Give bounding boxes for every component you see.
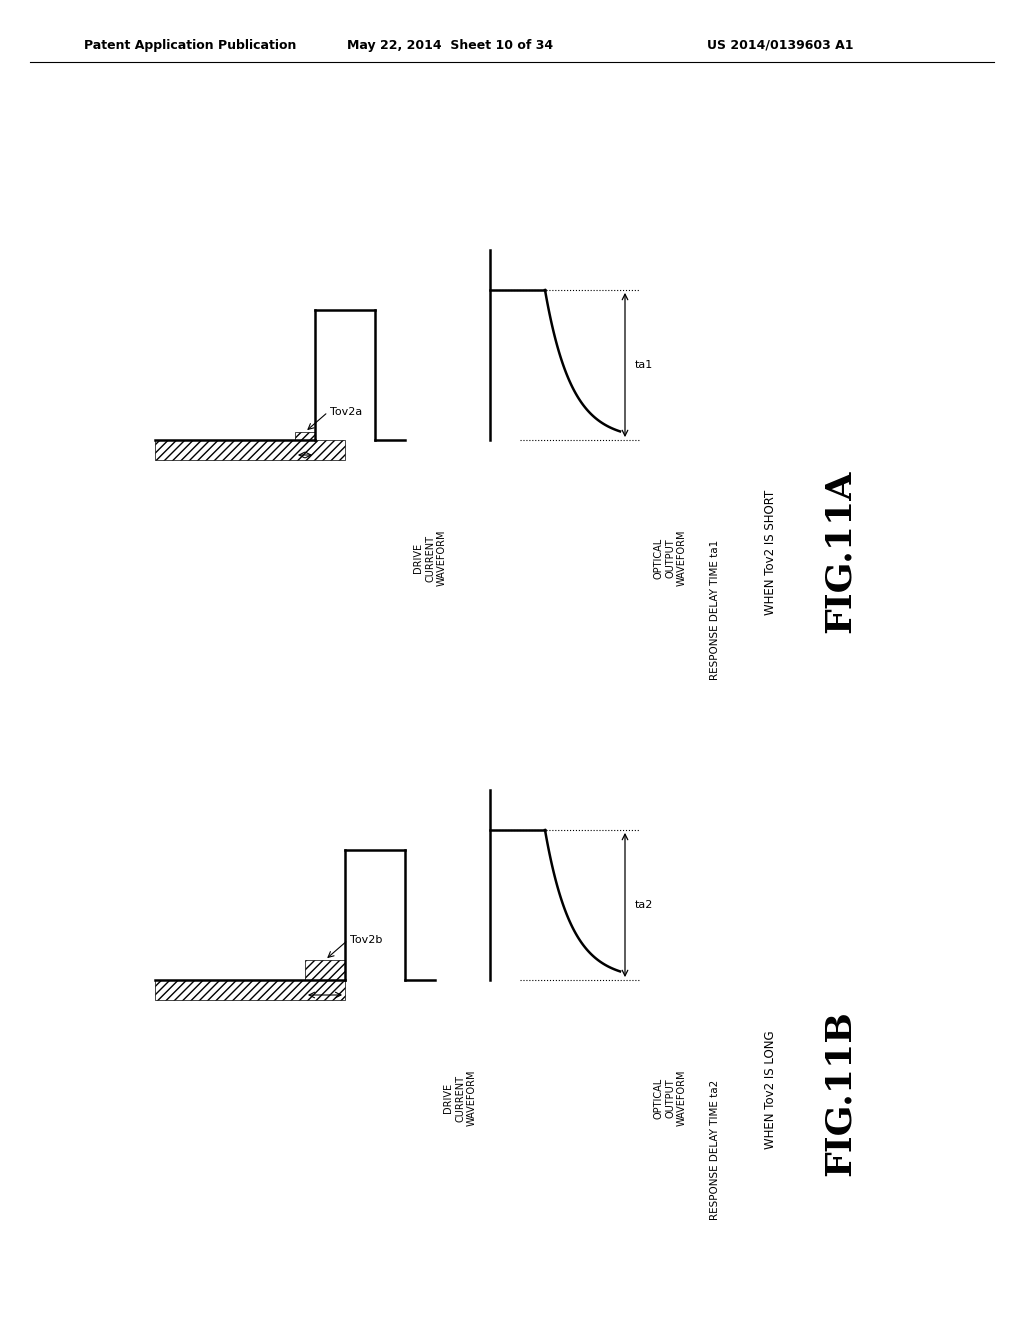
Bar — [305, 960, 345, 979]
Text: FIG.11B: FIG.11B — [823, 1010, 857, 1176]
Text: RESPONSE DELAY TIME ta2: RESPONSE DELAY TIME ta2 — [710, 1080, 720, 1220]
Text: OPTICAL
OUTPUT
WAVEFORM: OPTICAL OUTPUT WAVEFORM — [653, 1071, 687, 1126]
Text: US 2014/0139603 A1: US 2014/0139603 A1 — [707, 38, 853, 51]
Text: OPTICAL
OUTPUT
WAVEFORM: OPTICAL OUTPUT WAVEFORM — [653, 531, 687, 586]
Text: ta2: ta2 — [635, 900, 653, 909]
Text: RESPONSE DELAY TIME ta1: RESPONSE DELAY TIME ta1 — [710, 540, 720, 680]
Text: Tov2b: Tov2b — [350, 935, 382, 945]
Text: DRIVE
CURRENT
WAVEFORM: DRIVE CURRENT WAVEFORM — [414, 531, 446, 586]
Text: May 22, 2014  Sheet 10 of 34: May 22, 2014 Sheet 10 of 34 — [347, 38, 553, 51]
Text: ta1: ta1 — [635, 360, 653, 370]
Text: Tov2a: Tov2a — [330, 407, 362, 417]
Text: DRIVE
CURRENT
WAVEFORM: DRIVE CURRENT WAVEFORM — [443, 1071, 476, 1126]
Text: FIG.11A: FIG.11A — [823, 470, 857, 634]
Bar — [295, 432, 315, 440]
Bar — [155, 440, 345, 459]
Bar — [155, 979, 345, 1001]
Text: WHEN Tov2 IS SHORT: WHEN Tov2 IS SHORT — [764, 490, 776, 615]
Text: Patent Application Publication: Patent Application Publication — [84, 38, 296, 51]
Text: WHEN Tov2 IS LONG: WHEN Tov2 IS LONG — [764, 1030, 776, 1148]
